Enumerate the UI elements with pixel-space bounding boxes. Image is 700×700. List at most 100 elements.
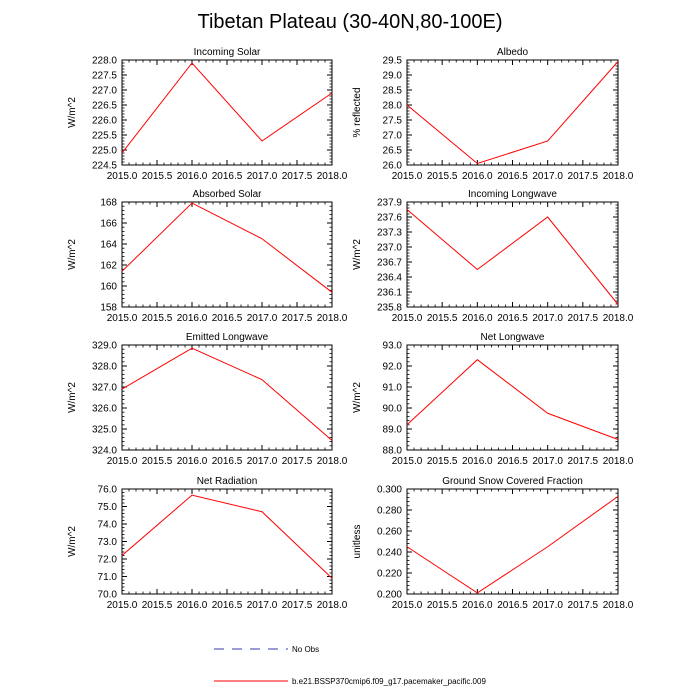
y-tick-label: 90.0 (383, 404, 403, 415)
panel-title: Albedo (497, 47, 529, 58)
y-tick-label: 0.260 (377, 527, 402, 538)
x-tick-label: 2017.0 (532, 456, 563, 467)
panel-title: Emitted Longwave (186, 332, 269, 343)
x-tick-label: 2017.5 (282, 171, 313, 182)
x-tick-label: 2017.5 (282, 600, 313, 611)
x-tick-label: 2015.5 (427, 171, 458, 182)
x-tick-label: 2018.0 (317, 456, 348, 467)
y-tick-label: 75.0 (98, 502, 118, 513)
chart-panel: Net Radiation W/m^2 2015.0 2015.5 2016.0 2016… (67, 476, 348, 611)
y-axis-label: W/m^2 (352, 239, 363, 270)
legend: No Obs b.e21.BSSP370cmip6.f09_g17.pacema… (214, 645, 486, 686)
x-tick-label: 2016.5 (212, 313, 243, 324)
y-axis-label: unitless (352, 525, 363, 559)
figure-title: Tibetan Plateau (30-40N,80-100E) (198, 11, 503, 33)
panel-title: Net Radiation (197, 476, 258, 487)
y-tick-label: 93.0 (383, 341, 403, 352)
y-tick-label: 74.0 (98, 520, 118, 531)
x-tick-label: 2017.0 (247, 456, 278, 467)
y-tick-label: 27.5 (383, 116, 403, 127)
chart-panel: Net Longwave W/m^2 2015.0 2015.5 2016.0 2016.… (352, 332, 634, 467)
x-tick-label: 2017.5 (282, 456, 313, 467)
plot-frame (406, 59, 619, 166)
y-tick-label: 88.0 (383, 446, 403, 457)
panel-title: Incoming Solar (194, 47, 261, 58)
x-tick-label: 2016.0 (462, 171, 493, 182)
y-tick-label: 164 (100, 240, 117, 251)
x-tick-label: 2015.0 (392, 600, 423, 611)
y-tick-label: 158 (100, 303, 117, 314)
y-axis-label: W/m^2 (67, 382, 78, 413)
series-line (121, 62, 333, 154)
y-tick-label: 236.7 (377, 258, 402, 269)
x-tick-label: 2017.0 (532, 171, 563, 182)
y-tick-label: 237.0 (377, 243, 402, 254)
y-tick-label: 29.0 (383, 71, 403, 82)
series-line (121, 494, 333, 579)
x-tick-label: 2018.0 (603, 313, 634, 324)
x-tick-label: 2016.5 (497, 171, 528, 182)
x-tick-label: 2016.5 (212, 600, 243, 611)
y-tick-label: 235.8 (377, 303, 402, 314)
y-axis-label: % reflected (352, 87, 363, 137)
x-tick-label: 2017.5 (568, 600, 599, 611)
panel-title: Incoming Longwave (468, 189, 557, 200)
x-tick-label: 2017.0 (247, 171, 278, 182)
y-tick-label: 227.5 (92, 71, 117, 82)
series-line (121, 202, 333, 293)
chart-panels: Incoming Solar W/m^2 2015.0 2015.5 2016.0 201… (67, 47, 634, 611)
y-tick-label: 225.0 (92, 146, 117, 157)
y-tick-label: 89.0 (383, 425, 403, 436)
series-line (406, 61, 619, 165)
x-tick-label: 2017.5 (568, 171, 599, 182)
y-tick-label: 166 (100, 219, 117, 230)
x-tick-label: 2015.5 (427, 313, 458, 324)
x-tick-label: 2016.0 (462, 600, 493, 611)
legend-model-label: b.e21.BSSP370cmip6.f09_g17.pacemaker_pac… (292, 677, 486, 686)
x-tick-label: 2015.0 (107, 600, 138, 611)
y-tick-label: 26.0 (383, 161, 403, 172)
y-tick-label: 168 (100, 198, 117, 209)
y-tick-label: 236.1 (377, 288, 402, 299)
y-tick-label: 71.0 (98, 572, 118, 583)
y-tick-label: 76.0 (98, 485, 118, 496)
panel-title: Ground Snow Covered Fraction (442, 476, 583, 487)
x-tick-label: 2016.0 (177, 171, 208, 182)
x-tick-label: 2015.0 (392, 456, 423, 467)
x-tick-label: 2015.5 (142, 171, 173, 182)
x-tick-label: 2016.5 (212, 171, 243, 182)
x-tick-label: 2015.0 (392, 171, 423, 182)
x-tick-label: 2016.0 (177, 600, 208, 611)
y-tick-label: 91.0 (383, 383, 403, 394)
x-tick-label: 2015.0 (107, 313, 138, 324)
y-tick-label: 29.5 (383, 56, 403, 67)
y-tick-label: 28.0 (383, 101, 403, 112)
chart-panel: Emitted Longwave W/m^2 2015.0 2015.5 2016.0 2… (67, 332, 348, 467)
x-tick-label: 2016.0 (462, 313, 493, 324)
y-tick-label: 0.200 (377, 590, 402, 601)
y-tick-label: 237.3 (377, 228, 402, 239)
y-tick-label: 329.0 (92, 341, 117, 352)
y-tick-label: 324.0 (92, 446, 117, 457)
y-tick-label: 224.5 (92, 161, 117, 172)
x-tick-label: 2016.5 (212, 456, 243, 467)
y-tick-label: 227.0 (92, 86, 117, 97)
y-tick-label: 26.5 (383, 146, 403, 157)
x-tick-label: 2015.0 (107, 171, 138, 182)
y-tick-label: 237.6 (377, 213, 402, 224)
y-tick-label: 325.0 (92, 425, 117, 436)
x-tick-label: 2015.5 (427, 600, 458, 611)
y-tick-label: 72.0 (98, 555, 118, 566)
chart-panel: Absorbed Solar W/m^2 2015.0 2015.5 2016.0 201… (67, 189, 348, 324)
series-line (406, 495, 619, 594)
y-tick-label: 226.5 (92, 101, 117, 112)
x-tick-label: 2018.0 (317, 171, 348, 182)
y-tick-label: 0.220 (377, 569, 402, 580)
x-tick-label: 2017.0 (532, 600, 563, 611)
x-tick-label: 2015.5 (427, 456, 458, 467)
y-tick-label: 0.280 (377, 506, 402, 517)
chart-panel: Incoming Solar W/m^2 2015.0 2015.5 2016.0 201… (67, 47, 348, 182)
x-tick-label: 2016.0 (462, 456, 493, 467)
x-tick-label: 2018.0 (603, 600, 634, 611)
